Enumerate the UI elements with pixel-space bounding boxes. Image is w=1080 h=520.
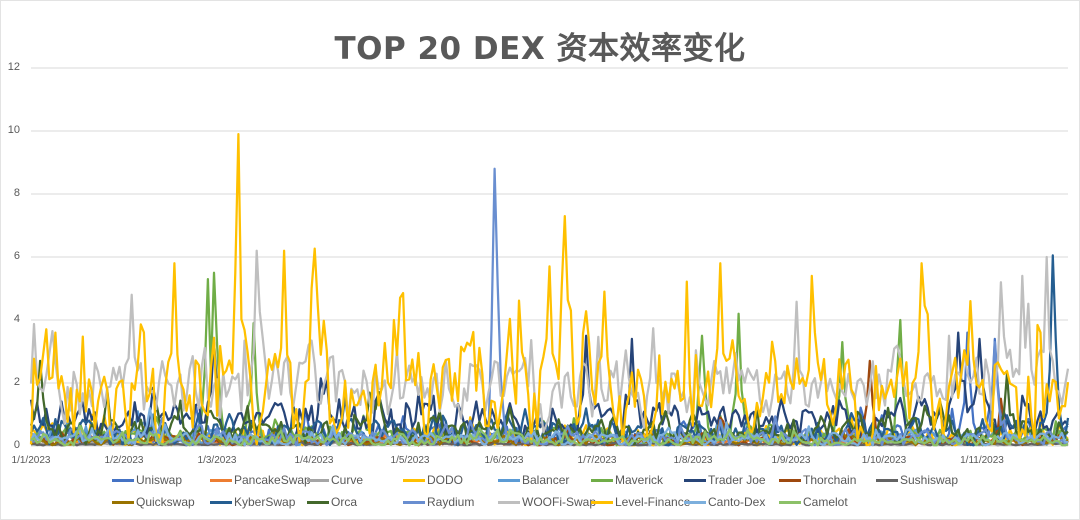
legend-label: PancakeSwap [234, 473, 311, 487]
x-tick-label: 1/5/2023 [390, 455, 430, 466]
legend-line-swatch-icon [876, 478, 898, 482]
legend-label: Trader Joe [708, 473, 766, 487]
legend-line-swatch-icon [210, 500, 232, 504]
legend-item-raydium: Raydium [403, 495, 474, 509]
legend-label: Sushiswap [900, 473, 959, 487]
legend-line-swatch-icon [684, 500, 706, 504]
series-line-woofi-swap [29, 249, 1070, 434]
y-tick-label: 12 [7, 61, 20, 73]
legend-line-swatch-icon [779, 478, 801, 482]
x-tick-label: 1/8/2023 [673, 455, 713, 466]
legend-label: Thorchain [803, 473, 857, 487]
x-tick-label: 1/6/2023 [484, 455, 524, 466]
x-tick-label: 1/2/2023 [104, 455, 144, 466]
legend-line-swatch-icon [498, 478, 520, 482]
legend-line-swatch-icon [684, 478, 706, 482]
legend-line-swatch-icon [307, 500, 329, 504]
x-tick-label: 1/7/2023 [577, 455, 617, 466]
series-line-sushiswap [30, 439, 1069, 447]
legend-item-pancakeswap: PancakeSwap [210, 473, 311, 487]
legend-label: Uniswap [136, 473, 183, 487]
x-tick-label: 1/10/2023 [861, 455, 907, 466]
y-tick-label: 8 [13, 187, 20, 199]
legend-label: KyberSwap [234, 495, 296, 509]
x-tick-label: 1/3/2023 [197, 455, 237, 466]
legend-item-camelot: Camelot [779, 495, 848, 509]
y-tick-label: 4 [13, 313, 20, 325]
legend-label: Level-Finance [615, 495, 691, 509]
legend-item-uniswap: Uniswap [112, 473, 182, 487]
legend-item-dodo: DODO [403, 473, 463, 487]
legend-label: Raydium [427, 495, 475, 509]
legend-line-swatch-icon [403, 500, 425, 504]
x-tick-label: 1/1/2023 [11, 455, 51, 466]
x-tick-label: 1/9/2023 [771, 455, 811, 466]
legend-item-thorchain: Thorchain [779, 473, 856, 487]
legend-item-canto-dex: Canto-Dex [684, 495, 765, 509]
legend-item-woofi-swap: WOOFi-Swap [498, 495, 596, 509]
legend-label: Curve [331, 473, 364, 487]
legend: Uniswap PancakeSwap Curve DODO Balancer Maver… [0, 472, 1080, 516]
legend-label: Maverick [615, 473, 664, 487]
legend-line-swatch-icon [210, 478, 232, 482]
legend-label: Canto-Dex [708, 495, 766, 509]
legend-label: Balancer [522, 473, 570, 487]
y-tick-label: 0 [13, 439, 20, 451]
series-line-camelot [30, 424, 1069, 447]
plot-area [29, 67, 1070, 447]
legend-item-balancer: Balancer [498, 473, 569, 487]
legend-line-swatch-icon [403, 478, 425, 482]
legend-line-swatch-icon [307, 478, 329, 482]
chart-title: TOP 20 DEX 资本效率变化 [334, 31, 746, 67]
legend-line-swatch-icon [112, 478, 134, 482]
legend-line-swatch-icon [779, 500, 801, 504]
legend-label: Quickswap [136, 495, 195, 509]
legend-item-trader-joe: Trader Joe [684, 473, 766, 487]
legend-item-curve: Curve [307, 473, 363, 487]
legend-line-swatch-icon [591, 478, 613, 482]
legend-label: Camelot [803, 495, 848, 509]
legend-label: WOOFi-Swap [522, 495, 597, 509]
legend-item-sushiswap: Sushiswap [876, 473, 958, 487]
legend-label: Orca [331, 495, 358, 509]
y-tick-label: 10 [7, 124, 20, 136]
legend-line-swatch-icon [591, 500, 613, 504]
legend-line-swatch-icon [498, 500, 520, 504]
y-tick-label: 2 [13, 376, 20, 388]
series-line-level-finance [29, 132, 1070, 447]
legend-item-maverick: Maverick [591, 473, 663, 487]
legend-item-quickswap: Quickswap [112, 495, 195, 509]
x-tick-label: 1/11/2023 [960, 455, 1004, 466]
legend-item-kyberswap: KyberSwap [210, 495, 295, 509]
legend-label: DODO [427, 473, 463, 487]
legend-item-orca: Orca [307, 495, 357, 509]
y-tick-label: 6 [13, 250, 20, 262]
legend-item-level-finance: Level-Finance [591, 495, 690, 509]
x-tick-label: 1/4/2023 [294, 455, 334, 466]
legend-line-swatch-icon [112, 500, 134, 504]
